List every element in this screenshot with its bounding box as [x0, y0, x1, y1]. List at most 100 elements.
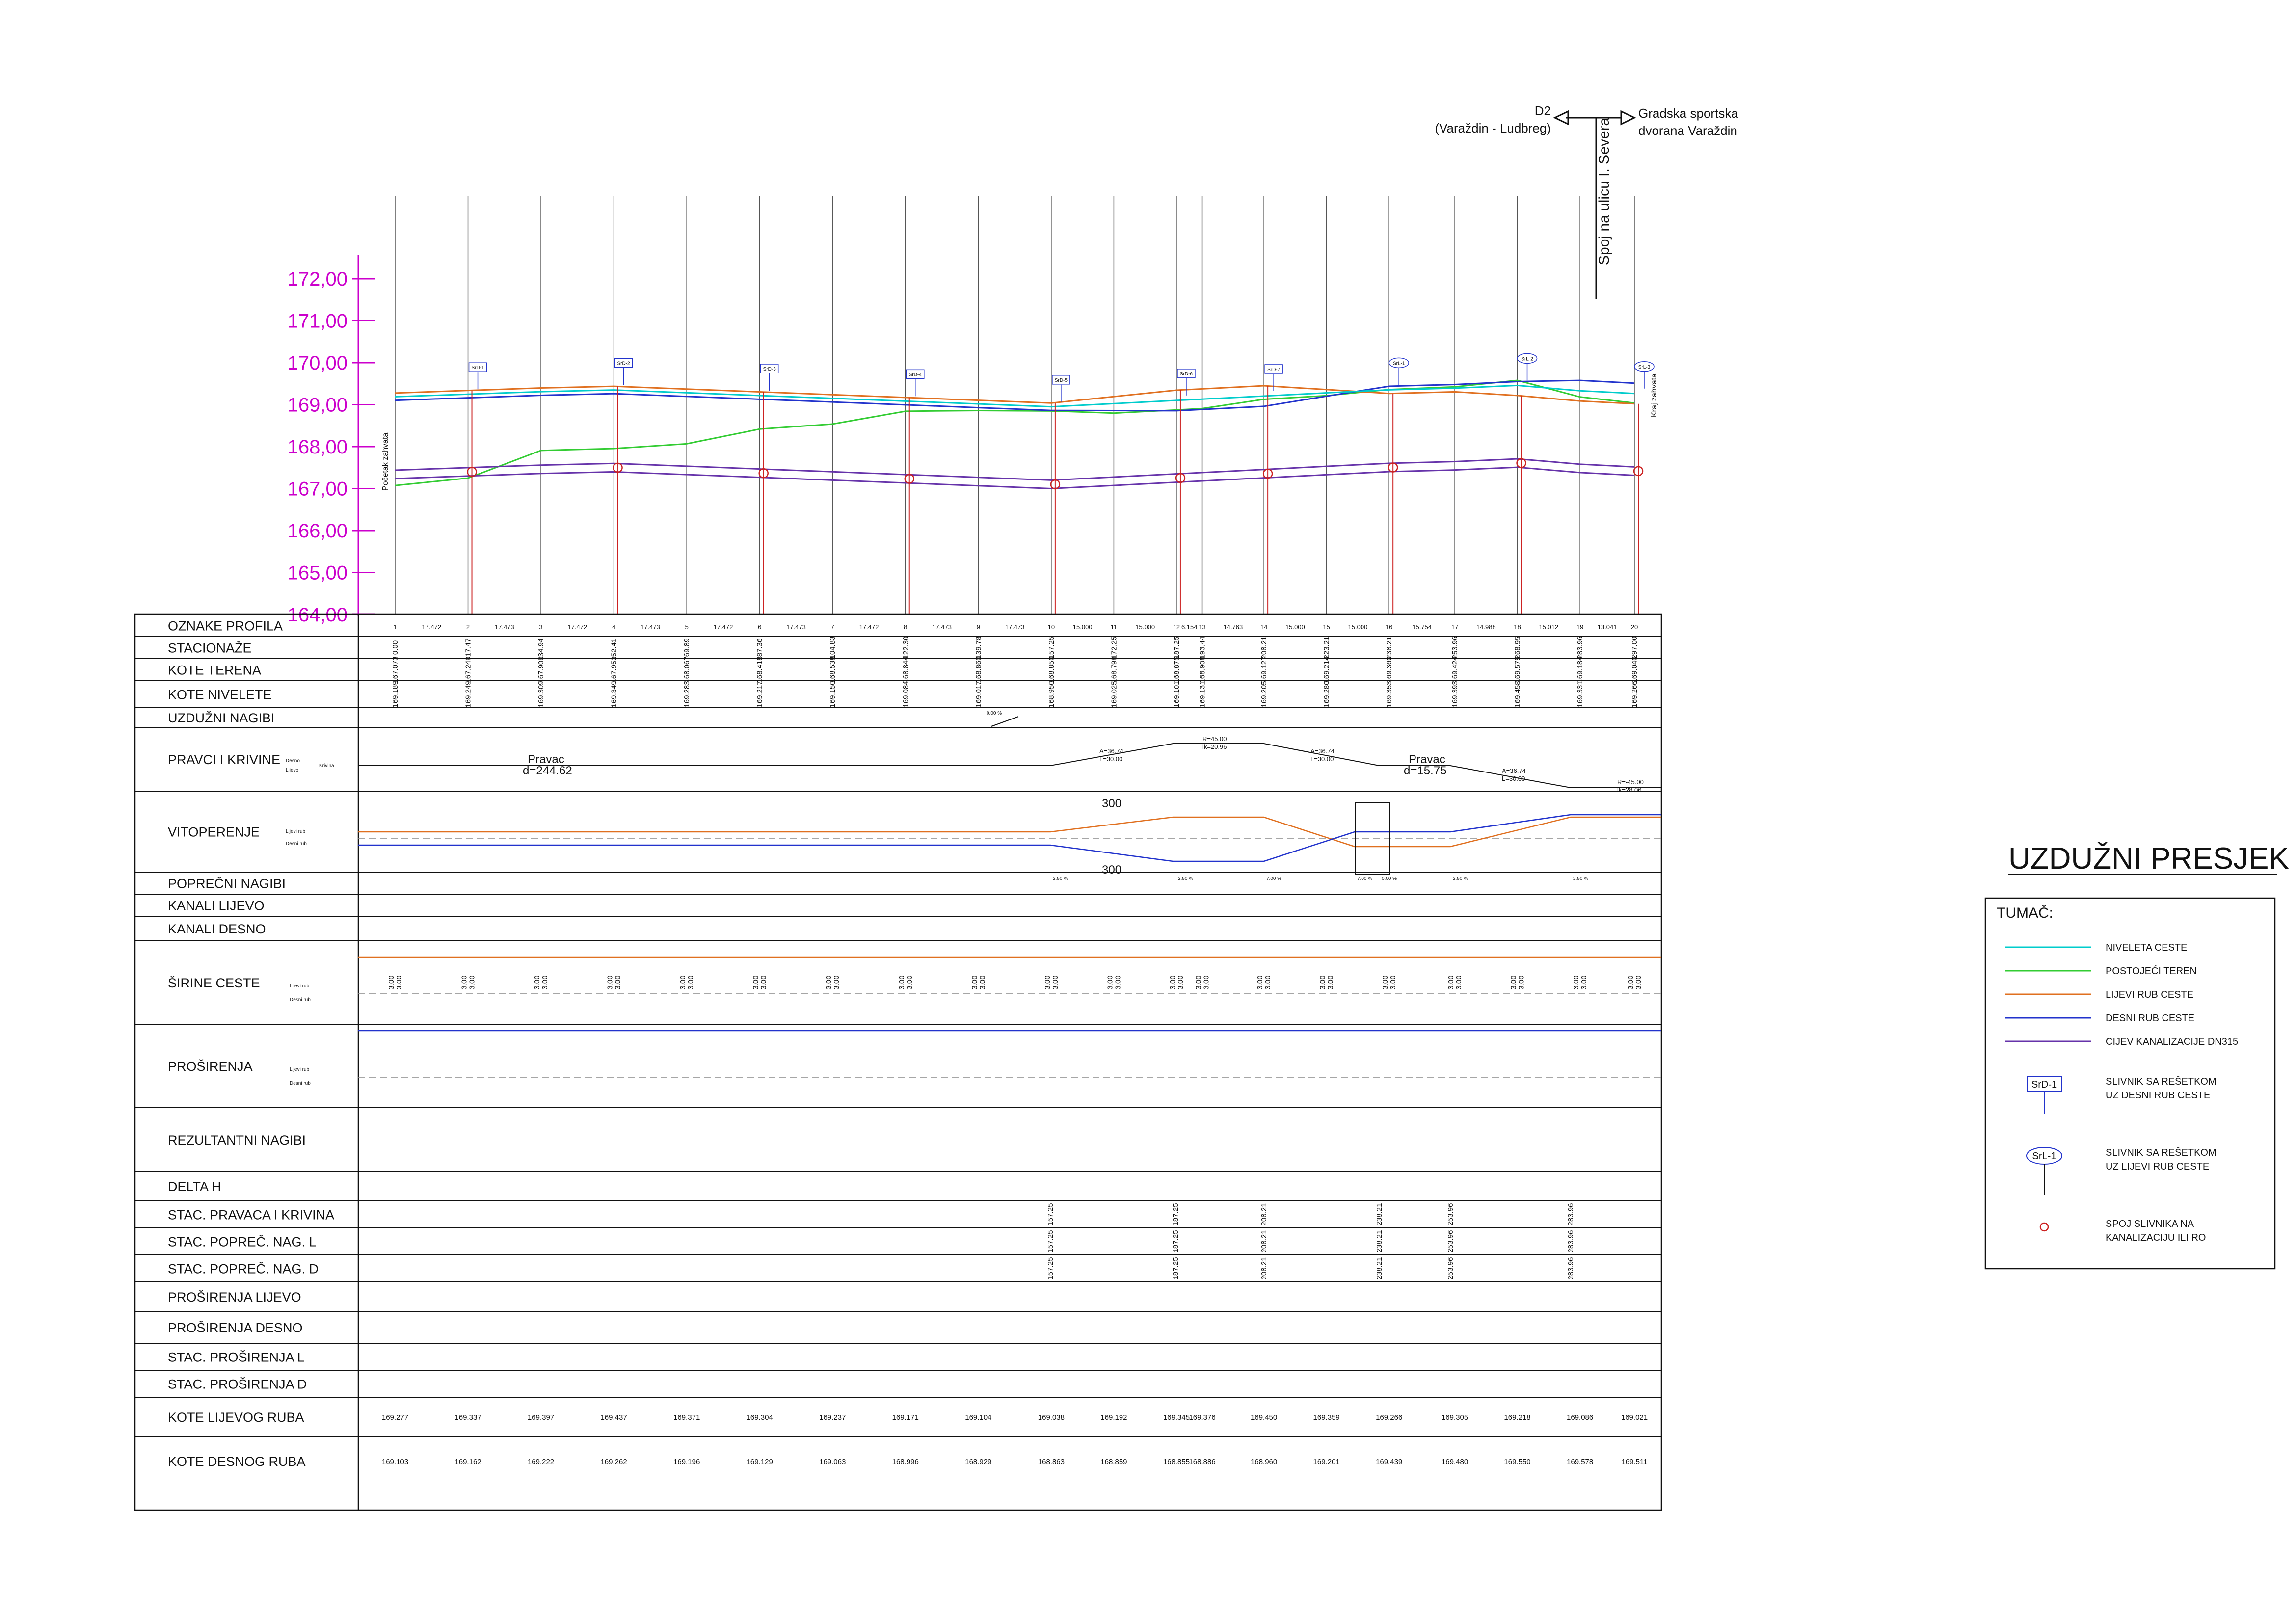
right-edge-elev: 169.103	[382, 1458, 408, 1466]
cross-slope: 0.00 %	[1382, 876, 1397, 881]
vito-300-bottom: 300	[1102, 863, 1121, 877]
terrain-elev: 169.184	[1576, 656, 1584, 683]
right-edge-elev: 168.886	[1189, 1458, 1215, 1466]
station: 52.41	[610, 639, 618, 657]
pravci-desno: Desno	[286, 758, 300, 764]
legend-label: NIVELETA CESTE	[2106, 942, 2187, 953]
terrain-elev: 167.908	[537, 656, 545, 683]
profile-verticals	[395, 196, 1635, 614]
alignment-station: 283.96	[1567, 1230, 1575, 1253]
terrain-elev: 169.214	[1323, 656, 1331, 683]
inlet-tag-shape	[760, 364, 779, 373]
niveleta-elev: 169.249	[464, 681, 473, 707]
profile-distance: 13.041	[1598, 623, 1617, 631]
row-label: KANALI LIJEVO	[168, 899, 265, 913]
inlet-tag-shape	[906, 369, 925, 379]
profile-distance: 15.000	[1135, 623, 1155, 631]
left-edge-elev: 169.038	[1038, 1413, 1065, 1422]
width-right: 3.00	[1455, 975, 1463, 989]
niveleta-elev: 169.131	[1199, 681, 1207, 707]
inlet-markers: SrD-1 SrD-2 SrD-3 SrD-4 SrD-5 SrD-6 SrD-7 SrL-1…	[467, 353, 1655, 614]
niveleta-elev: 169.217	[756, 681, 764, 707]
vito-lijevi-rub: Lijevi rub	[286, 829, 305, 834]
width-left: 3.00	[533, 975, 541, 989]
prosirenja-desni: Desni rub	[290, 1081, 311, 1086]
legend-symbol-label: SLIVNIK SA REŠETKOM	[2106, 1076, 2216, 1087]
right-edge-elev: 169.262	[600, 1458, 627, 1466]
niveleta-elev: 169.189	[391, 681, 400, 707]
niveleta-elev: 169.349	[610, 681, 618, 707]
curve-lk-2: lk=28.06	[1617, 786, 1642, 794]
station: 87.36	[756, 639, 764, 657]
curve-r-1: R=45.00	[1202, 735, 1227, 743]
alignment-station: 208.21	[1260, 1257, 1268, 1280]
prosirenja-lijevi: Lijevi rub	[290, 1067, 309, 1072]
station: 187.25	[1173, 637, 1181, 659]
profile-number: 4	[612, 623, 615, 631]
width-right: 3.00	[614, 975, 622, 989]
y-tick-label: 165,00	[288, 562, 347, 584]
width-right: 3.00	[1264, 975, 1272, 989]
row-label: KOTE LIJEVOG RUBA	[168, 1410, 304, 1425]
row-label: PROŠIRENJA	[168, 1059, 253, 1074]
row-label: KOTE DESNOG RUBA	[168, 1454, 306, 1469]
cross-slope: 7.00 %	[1266, 876, 1281, 881]
alignment-station: 157.25	[1046, 1257, 1055, 1280]
profile-number: 1	[393, 623, 397, 631]
inlet-tag: SrD-7	[1267, 367, 1281, 373]
inlet-tag: SrD-1	[471, 365, 484, 371]
terrain-elev: 169.127	[1260, 656, 1268, 683]
alignment-station: 238.21	[1375, 1203, 1384, 1226]
elevation-axis: 164,00165,00166,00167,00168,00169,00170,…	[288, 255, 375, 626]
width-right: 3.00	[1202, 975, 1211, 989]
niveleta-elev: 169.353	[1385, 681, 1393, 707]
row-label: STAC. POPREČ. NAG. D	[168, 1261, 319, 1277]
width-left: 3.00	[1195, 975, 1203, 989]
hall-label-1: Gradska sportska	[1638, 106, 1738, 121]
right-edge-elev: 169.201	[1313, 1458, 1340, 1466]
width-right: 3.00	[687, 975, 695, 989]
station: 297.00	[1630, 637, 1639, 659]
y-tick-label: 167,00	[288, 479, 347, 500]
niveleta-elev: 169.017	[974, 681, 983, 707]
legend-symbol-label: UZ DESNI RUB CESTE	[2106, 1090, 2210, 1101]
width-right: 3.00	[468, 975, 477, 989]
right-edge-elev: 168.855	[1163, 1458, 1190, 1466]
right-edge-elev: 168.863	[1038, 1458, 1065, 1466]
station: 193.44	[1199, 637, 1207, 659]
alignment-station: 283.96	[1567, 1203, 1575, 1226]
legend-symbol-tag: SrD-1	[2031, 1079, 2057, 1090]
alignment-row: Desno Lijevo Krivina Pravac d=244.62 Pra…	[286, 735, 1661, 794]
width-left: 3.00	[898, 975, 906, 989]
right-edge-elev: 169.063	[819, 1458, 846, 1466]
y-tick-label: 168,00	[288, 436, 347, 458]
profile-number: 20	[1631, 623, 1638, 631]
left-edge-elev: 169.359	[1313, 1413, 1340, 1422]
profile-number: 16	[1386, 623, 1392, 631]
width-left: 3.00	[1043, 975, 1052, 989]
station: 17.47	[464, 639, 473, 657]
width-right: 3.00	[1389, 975, 1397, 989]
row-label: ŠIRINE CESTE	[168, 975, 260, 990]
niveleta-elev: 169.393	[1451, 681, 1459, 707]
width-right: 3.00	[906, 975, 914, 989]
inlet-tag: SrL-2	[1521, 356, 1533, 362]
right-edge-elev: 169.439	[1376, 1458, 1402, 1466]
left-edge-elev: 169.437	[600, 1413, 627, 1422]
profile-distance: 6.154	[1181, 623, 1198, 631]
connection-circle	[467, 467, 477, 477]
terrain-elev: 168.418	[756, 656, 764, 683]
right-edge-elev: 169.578	[1567, 1458, 1593, 1466]
connection-circle	[1516, 458, 1526, 468]
niveleta-elev: 169.309	[537, 681, 545, 707]
station: 253.96	[1451, 637, 1459, 659]
width-left: 3.00	[1256, 975, 1264, 989]
profile-distance: 15.754	[1412, 623, 1432, 631]
cross-slope: 2.50 %	[1178, 876, 1193, 881]
terrain-elev: 167.249	[464, 656, 473, 683]
cross-slope: 2.50 %	[1453, 876, 1468, 881]
right-edge-elev: 169.480	[1442, 1458, 1468, 1466]
alignment-station: 187.25	[1172, 1257, 1180, 1280]
width-row: Lijevi rub Desni rub Lijevi rub Desni ru…	[290, 956, 1661, 1086]
